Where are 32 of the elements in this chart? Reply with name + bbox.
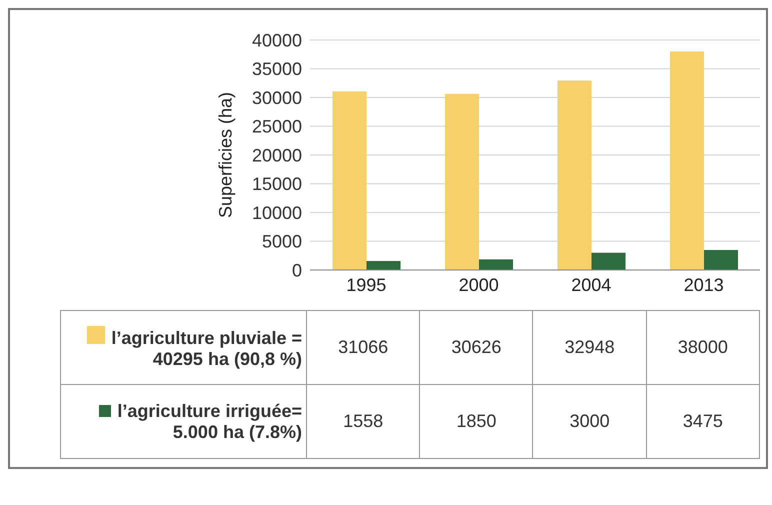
data-label: 32948 [532, 310, 646, 384]
bar [558, 80, 592, 270]
y-tick-label: 35000 [252, 59, 302, 80]
data-label: 3475 [646, 384, 760, 458]
data-label: 1558 [306, 384, 420, 458]
y-tick-label: 40000 [252, 30, 302, 50]
data-label: 3000 [532, 384, 646, 458]
bar [332, 91, 366, 270]
legend-label: l’agriculture irriguée= 5.000 ha (7.8%) [60, 384, 306, 458]
y-tick-label: 20000 [252, 145, 302, 166]
bar [445, 94, 479, 270]
bar [479, 259, 513, 270]
legend-label: l’agriculture pluviale = 40295 ha (90,8 %) [60, 310, 306, 384]
y-tick-label: 10000 [252, 202, 302, 223]
x-tick-label: 2000 [458, 274, 499, 295]
y-tick-label: 5000 [262, 232, 302, 252]
x-tick-label: 1995 [346, 274, 386, 295]
y-axis-title: Superficies (ha) [215, 92, 236, 218]
y-tick-label: 30000 [252, 88, 302, 108]
y-tick-label: 0 [292, 260, 302, 280]
y-tick-label: 25000 [252, 116, 302, 137]
data-label: 1850 [420, 384, 533, 458]
y-tick-label: 15000 [252, 174, 302, 194]
bar [366, 261, 400, 270]
x-tick-label: 2004 [571, 274, 612, 295]
bar [592, 252, 626, 270]
data-label: 38000 [646, 310, 760, 384]
data-label: 31066 [306, 310, 420, 384]
data-label: 30626 [420, 310, 533, 384]
bar [670, 52, 704, 270]
x-tick-label: 2013 [684, 274, 724, 295]
bar [704, 250, 738, 270]
